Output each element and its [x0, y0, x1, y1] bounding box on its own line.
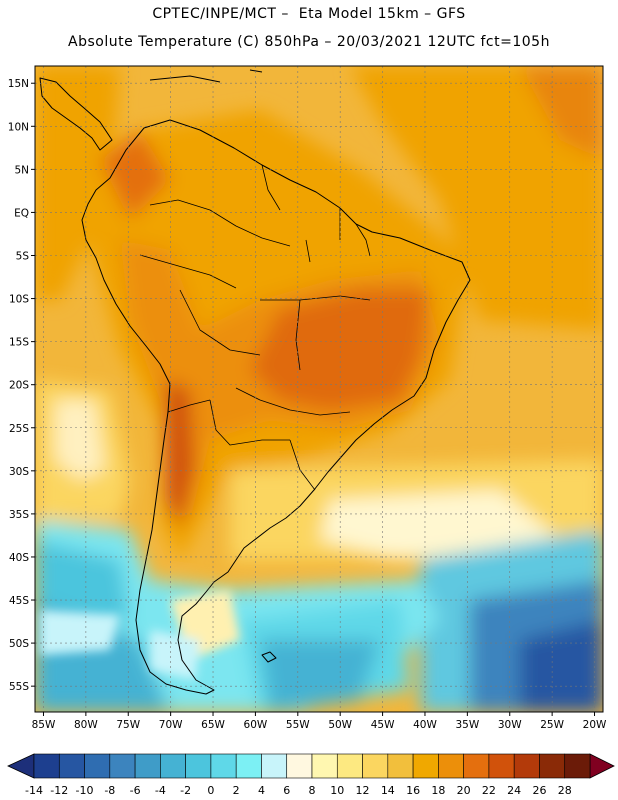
- colorbar-swatch: [33, 753, 60, 779]
- lon-tick-label: 60W: [244, 719, 268, 731]
- lat-tick-label: 55S: [9, 681, 29, 693]
- colorbar-label: 6: [283, 784, 290, 797]
- colorbar-swatch: [463, 753, 490, 779]
- colorbar-label: -2: [180, 784, 191, 797]
- lat-tick-label: 25S: [9, 423, 29, 435]
- lon-tick-label: 25W: [540, 719, 564, 731]
- colorbar-swatch: [513, 753, 540, 779]
- colorbar-label: 4: [258, 784, 265, 797]
- south-america-coastline: [81, 119, 471, 695]
- lon-tick-label: 65W: [201, 719, 225, 731]
- lon-tick-label: 55W: [286, 719, 310, 731]
- colorbar-label: 18: [431, 784, 445, 797]
- colorbar-label: -14: [25, 784, 43, 797]
- colorbar-swatch: [261, 753, 288, 779]
- colorbar-swatch: [84, 753, 111, 779]
- colorbar-label: -6: [130, 784, 141, 797]
- colorbar-swatch: [564, 753, 591, 779]
- map-subtitle: Absolute Temperature (C) 850hPa – 20/03/…: [68, 34, 550, 50]
- lat-tick-label: EQ: [14, 207, 29, 219]
- colorbar-swatch: [362, 753, 389, 779]
- colorbar-label: 0: [207, 784, 214, 797]
- lon-tick-label: 80W: [74, 719, 98, 731]
- lon-tick-label: 85W: [32, 719, 56, 731]
- colorbar-swatch: [286, 753, 313, 779]
- colorbar-swatch: [438, 753, 464, 779]
- colorbar: -14 -12 -10 -8 -6 -4 -2 0 2 4 6 8 10 12 14 16 18 20 22 24 26…: [7, 753, 615, 797]
- lon-tick-label: 40W: [413, 719, 437, 731]
- colorbar-over-arrow: [589, 753, 615, 779]
- colorbar-label: 26: [532, 784, 546, 797]
- lon-tick-label: 35W: [455, 719, 479, 731]
- coastline-borders: [39, 69, 471, 695]
- lon-tick-label: 70W: [159, 719, 183, 731]
- temperature-field: [35, 66, 603, 712]
- colorbar-label: -10: [76, 784, 94, 797]
- lat-tick-label: 40S: [9, 552, 29, 564]
- colorbar-swatch: [185, 753, 212, 779]
- colorbar-label: 14: [381, 784, 395, 797]
- colorbar-swatch: [109, 753, 136, 779]
- lat-tick-label: 30S: [9, 466, 29, 478]
- colorbar-swatch: [387, 753, 414, 779]
- lat-tick-label: 15S: [9, 337, 29, 349]
- colorbar-swatch: [235, 753, 262, 779]
- axis-ticks: 15N 10N 5N EQ 5S 10S 15S 20S 25S 30S 35S 40S 45S 50S 5…: [8, 78, 607, 731]
- lon-tick-label: 20W: [583, 719, 607, 731]
- lat-tick-label: 50S: [9, 638, 29, 650]
- colorbar-swatch: [210, 753, 237, 779]
- colorbar-label: -4: [155, 784, 166, 797]
- lat-tick-label: 10S: [9, 294, 29, 306]
- lat-tick-label: 45S: [9, 595, 29, 607]
- lon-tick-label: 75W: [116, 719, 140, 731]
- colorbar-swatch: [488, 753, 515, 779]
- colorbar-label: 22: [482, 784, 496, 797]
- colorbar-swatch: [336, 753, 363, 779]
- colorbar-swatch: [160, 753, 186, 779]
- lat-tick-label: 10N: [8, 121, 29, 133]
- colorbar-label: 8: [309, 784, 316, 797]
- lon-tick-label: 45W: [371, 719, 395, 731]
- lat-tick-label: 5S: [16, 250, 30, 262]
- map-frame: [34, 65, 604, 713]
- colorbar-swatch: [311, 753, 338, 779]
- colorbar-label: 12: [356, 784, 370, 797]
- colorbar-label: 28: [558, 784, 572, 797]
- colorbar-label: 20: [457, 784, 471, 797]
- central-america-coastline: [39, 77, 113, 151]
- lat-tick-label: 15N: [8, 78, 29, 90]
- colorbar-label: 16: [406, 784, 420, 797]
- island-falklands: [261, 651, 277, 663]
- colorbar-label: 10: [330, 784, 344, 797]
- colorbar-swatch: [134, 753, 161, 779]
- colorbar-swatch: [58, 753, 85, 779]
- island-caribbean: [149, 69, 263, 83]
- lat-tick-label: 35S: [9, 509, 29, 521]
- colorbar-swatch: [412, 753, 439, 779]
- lat-tick-label: 20S: [9, 380, 29, 392]
- colorbar-label: -12: [50, 784, 68, 797]
- colorbar-label: -8: [104, 784, 115, 797]
- country-borders: [139, 164, 371, 491]
- colorbar-label: 24: [507, 784, 521, 797]
- colorbar-swatch: [539, 753, 566, 779]
- lon-tick-label: 30W: [498, 719, 522, 731]
- lon-tick-label: 50W: [328, 719, 352, 731]
- colorbar-label: 2: [233, 784, 240, 797]
- lat-tick-label: 5N: [14, 164, 29, 176]
- colorbar-under-arrow: [7, 753, 35, 779]
- map-title: CPTEC/INPE/MCT – Eta Model 15km – GFS: [152, 6, 466, 22]
